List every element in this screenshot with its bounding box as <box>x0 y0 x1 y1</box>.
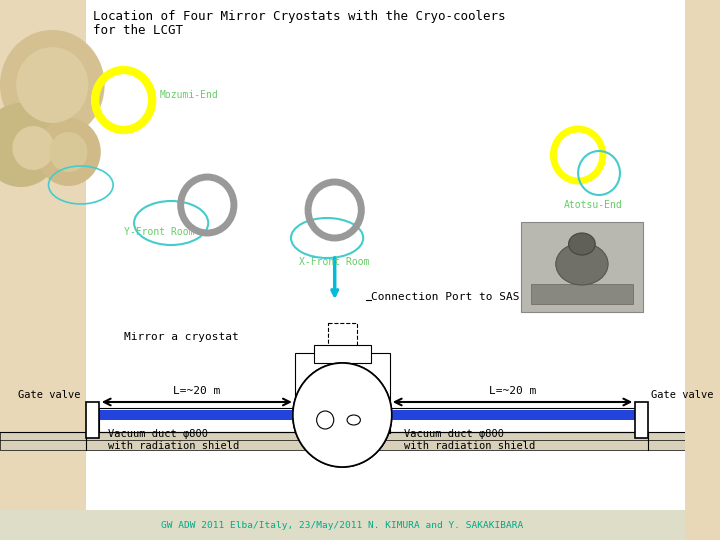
Text: Y-Front Room: Y-Front Room <box>124 227 194 237</box>
Text: Vacuum duct φ800: Vacuum duct φ800 <box>109 429 208 439</box>
Text: GW ADW 2011 Elba/Italy, 23/May/2011 N. KIMURA and Y. SAKAKIBARA: GW ADW 2011 Elba/Italy, 23/May/2011 N. K… <box>161 521 523 530</box>
Text: Mozumi-End: Mozumi-End <box>160 90 218 100</box>
Circle shape <box>317 411 334 429</box>
Ellipse shape <box>556 243 608 285</box>
Bar <box>328 323 356 363</box>
Text: Vacuum duct φ800: Vacuum duct φ800 <box>404 429 504 439</box>
Bar <box>314 345 371 363</box>
Bar <box>390 410 635 420</box>
Text: with radiation shield: with radiation shield <box>404 441 536 451</box>
Bar <box>0 510 685 540</box>
Bar <box>294 353 390 433</box>
Text: X-Front Room: X-Front Room <box>299 257 369 267</box>
Bar <box>99 408 294 432</box>
Bar <box>635 402 649 438</box>
Bar <box>531 284 634 304</box>
Bar <box>390 408 635 432</box>
Text: L=~20 m: L=~20 m <box>174 386 220 396</box>
Circle shape <box>16 47 89 123</box>
Circle shape <box>12 126 54 170</box>
Bar <box>0 432 685 450</box>
Text: Connection Port to SAS: Connection Port to SAS <box>371 292 519 302</box>
Text: Location of Four Mirror Cryostats with the Cryo-coolers: Location of Four Mirror Cryostats with t… <box>93 10 505 23</box>
Text: Mirror a cryostat: Mirror a cryostat <box>124 332 238 342</box>
Text: with radiation shield: with radiation shield <box>109 441 240 451</box>
Bar <box>86 0 685 510</box>
Circle shape <box>0 30 104 140</box>
Bar <box>0 0 86 510</box>
Text: Atotsu-End: Atotsu-End <box>564 200 623 210</box>
Circle shape <box>293 363 392 467</box>
Text: Gate valve: Gate valve <box>652 390 714 400</box>
Text: Gate valve: Gate valve <box>18 390 81 400</box>
Ellipse shape <box>569 233 595 255</box>
Text: L=~20 m: L=~20 m <box>489 386 536 396</box>
Ellipse shape <box>347 415 361 425</box>
Circle shape <box>293 363 392 467</box>
Circle shape <box>50 132 87 172</box>
Text: for the LCGT: for the LCGT <box>93 24 183 37</box>
Circle shape <box>36 118 101 186</box>
Bar <box>99 410 294 420</box>
Bar <box>86 402 99 438</box>
Bar <box>521 222 643 312</box>
Circle shape <box>0 103 61 187</box>
